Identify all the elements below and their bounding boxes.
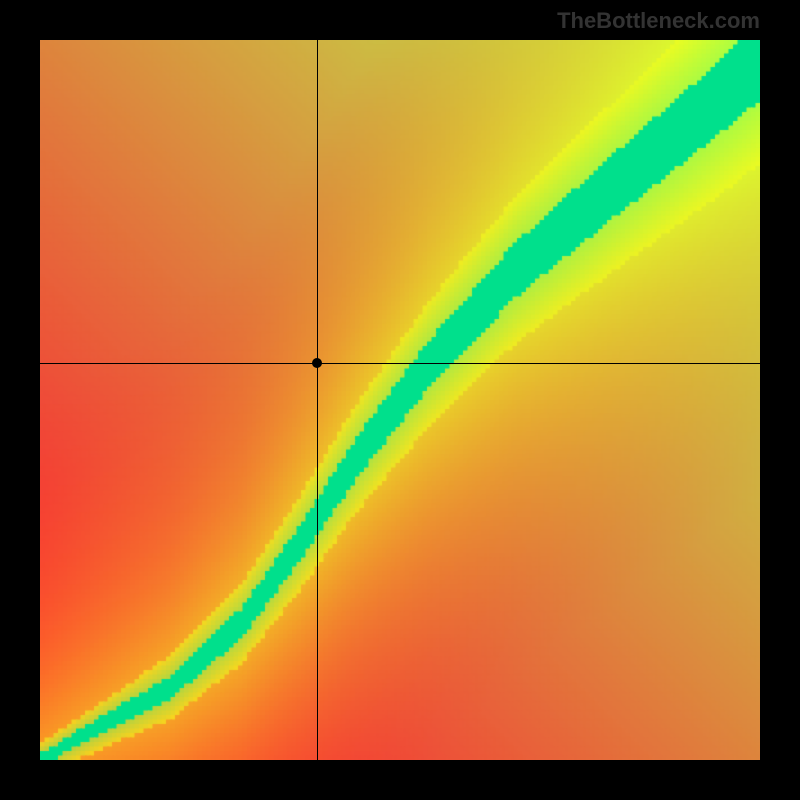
marker-dot: [312, 358, 322, 368]
crosshair-horizontal: [40, 363, 760, 364]
watermark-text: TheBottleneck.com: [557, 8, 760, 34]
crosshair-vertical: [317, 40, 318, 760]
heatmap-canvas: [40, 40, 760, 760]
chart-container: TheBottleneck.com: [0, 0, 800, 800]
heatmap-area: [40, 40, 760, 760]
